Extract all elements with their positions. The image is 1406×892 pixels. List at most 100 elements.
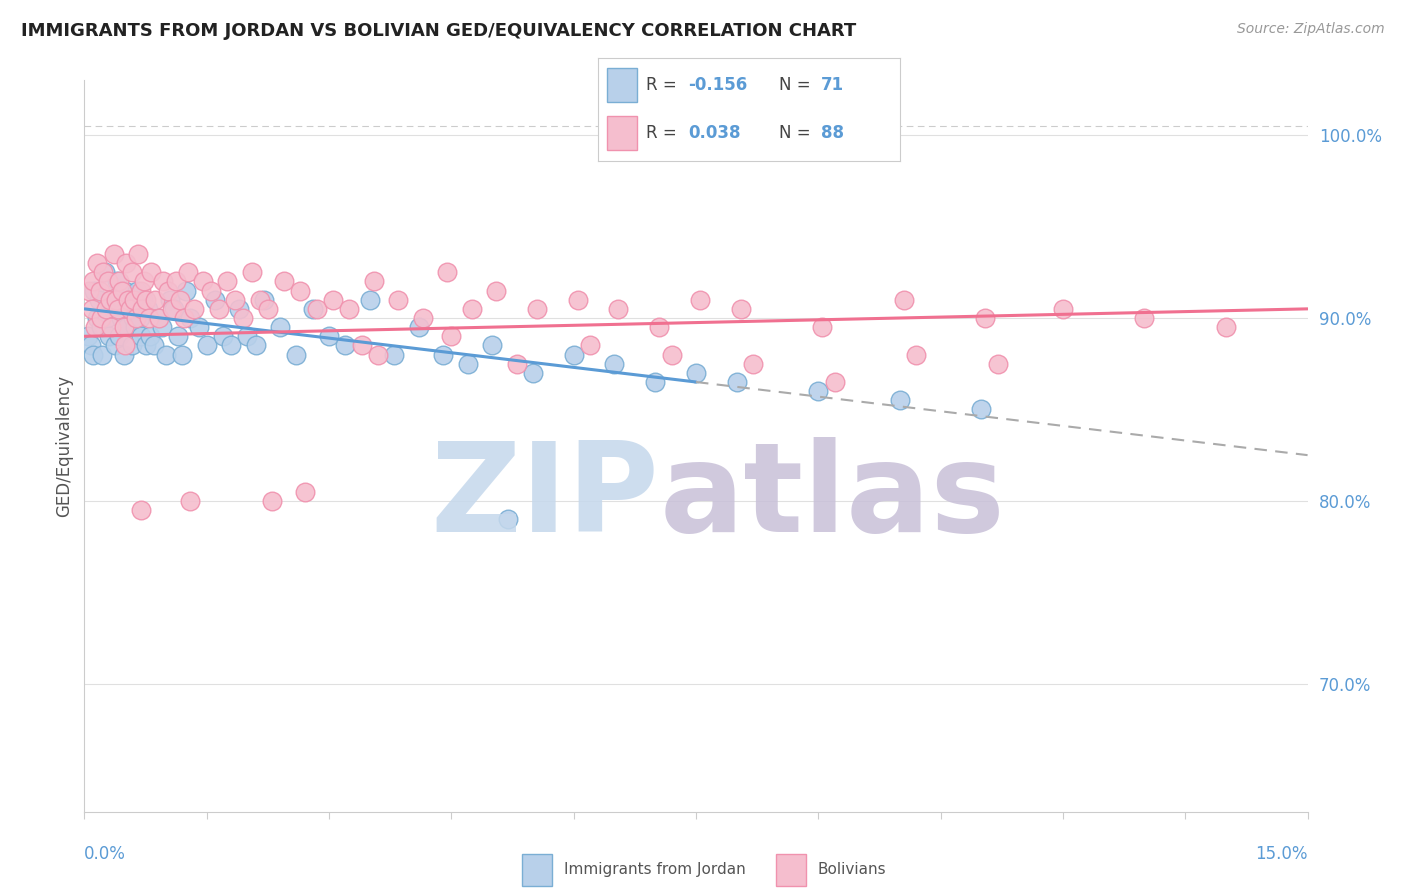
Point xyxy=(127,284,149,298)
Point xyxy=(367,348,389,362)
Point xyxy=(135,338,157,352)
Point xyxy=(249,293,271,307)
Point xyxy=(245,338,267,352)
Point xyxy=(179,494,201,508)
Text: -0.156: -0.156 xyxy=(689,76,748,95)
Point xyxy=(150,320,173,334)
Point xyxy=(129,284,152,298)
Point xyxy=(163,301,186,316)
Point xyxy=(824,375,846,389)
Text: N =: N = xyxy=(779,124,815,143)
Text: atlas: atlas xyxy=(659,437,1005,558)
Point xyxy=(440,329,463,343)
Point xyxy=(191,275,214,289)
Point xyxy=(124,320,146,334)
Point xyxy=(114,284,136,298)
Point xyxy=(974,311,997,326)
Point xyxy=(579,338,602,352)
Point xyxy=(143,293,166,307)
Point xyxy=(174,284,197,298)
Point xyxy=(112,348,135,362)
Point xyxy=(269,320,291,334)
Bar xyxy=(776,855,806,886)
Point xyxy=(187,320,209,334)
Point xyxy=(90,320,112,334)
Point xyxy=(811,320,834,334)
Point xyxy=(208,301,231,316)
Point xyxy=(115,256,138,270)
Point xyxy=(142,338,165,352)
Point xyxy=(232,311,254,326)
Point xyxy=(290,284,312,298)
Bar xyxy=(522,855,551,886)
Point xyxy=(339,301,360,316)
Point xyxy=(807,384,830,399)
Point xyxy=(363,275,385,289)
Point xyxy=(100,293,122,307)
Point xyxy=(1133,311,1156,326)
Point xyxy=(138,311,160,326)
Point xyxy=(350,338,373,352)
Point xyxy=(526,301,548,316)
Point xyxy=(117,293,139,307)
Point xyxy=(118,301,141,316)
Point xyxy=(285,348,308,362)
Point xyxy=(200,284,222,298)
Point xyxy=(169,293,191,307)
Point xyxy=(80,338,103,352)
Point xyxy=(335,338,357,352)
Point xyxy=(412,311,434,326)
Point xyxy=(648,320,671,334)
Point xyxy=(195,338,218,352)
Text: R =: R = xyxy=(645,124,682,143)
Point xyxy=(159,293,181,307)
Point xyxy=(301,301,323,316)
Text: 0.0%: 0.0% xyxy=(84,845,127,863)
Point xyxy=(359,293,381,307)
Point xyxy=(219,338,242,352)
Point xyxy=(236,329,259,343)
Point xyxy=(94,301,117,316)
Point xyxy=(148,311,170,326)
Point xyxy=(131,301,153,316)
Point xyxy=(481,338,503,352)
Point xyxy=(110,311,132,326)
Point xyxy=(121,265,143,279)
Point xyxy=(253,293,276,307)
Point xyxy=(305,301,328,316)
Point xyxy=(87,293,110,307)
Point xyxy=(432,348,454,362)
Point xyxy=(177,265,200,279)
Point xyxy=(155,348,177,362)
Point xyxy=(104,338,127,352)
Point xyxy=(135,293,157,307)
Point xyxy=(228,301,250,316)
Point xyxy=(112,320,135,334)
Point xyxy=(86,311,108,326)
Point xyxy=(82,275,104,289)
Point xyxy=(562,348,585,362)
Point xyxy=(522,366,544,380)
Point xyxy=(132,293,155,307)
Point xyxy=(318,329,340,343)
Point xyxy=(122,293,145,307)
Text: IMMIGRANTS FROM JORDAN VS BOLIVIAN GED/EQUIVALENCY CORRELATION CHART: IMMIGRANTS FROM JORDAN VS BOLIVIAN GED/E… xyxy=(21,22,856,40)
Point xyxy=(83,284,105,298)
Point xyxy=(1215,320,1237,334)
Text: 0.038: 0.038 xyxy=(689,124,741,143)
Point xyxy=(644,375,666,389)
Point xyxy=(97,329,120,343)
Point xyxy=(105,293,128,307)
Point xyxy=(93,265,115,279)
Point xyxy=(179,311,201,326)
Point xyxy=(172,348,194,362)
Point xyxy=(127,247,149,261)
Point xyxy=(91,265,114,279)
Point xyxy=(257,301,280,316)
Text: 71: 71 xyxy=(821,76,845,95)
Point xyxy=(382,348,405,362)
Text: Bolivians: Bolivians xyxy=(817,863,886,877)
Text: N =: N = xyxy=(779,76,815,95)
Point xyxy=(685,366,707,380)
Point xyxy=(138,329,160,343)
